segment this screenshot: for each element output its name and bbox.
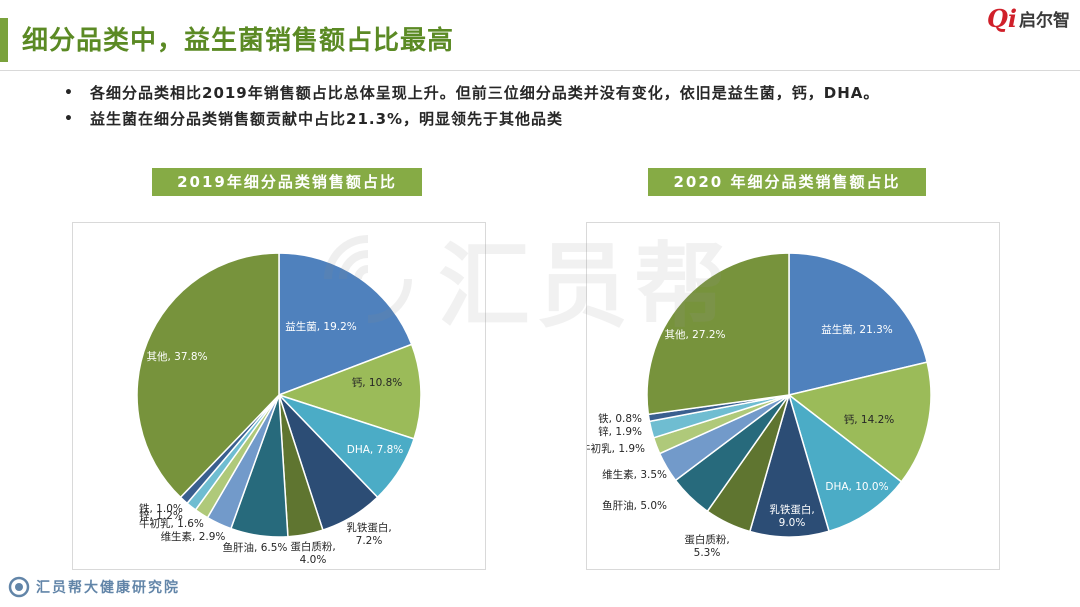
bullet-item: 益生菌在细分品类销售额贡献中占比21.3%，明显领先于其他品类 [62, 106, 879, 132]
pie-slice [278, 252, 413, 397]
pie-labels: 益生菌, 21.3% 钙, 14.2% DHA, 10.0% 乳铁蛋白, 9.0% 蛋白质… [587, 323, 894, 559]
pie-slice [136, 252, 280, 499]
slice-label: 维生素, 2.9% [161, 530, 226, 543]
summary-bullets: 各细分品类相比2019年销售额占比总体呈现上升。但前三位细分品类并没有变化，依旧… [62, 80, 879, 132]
slice-label: 铁, 0.8% [598, 412, 642, 425]
logo-text: 启尔智 [1019, 11, 1070, 31]
slice-label: DHA, 10.0% [825, 481, 888, 493]
pie-slices [136, 252, 422, 538]
slice-label: 蛋白质粉, 4.0% [290, 540, 335, 566]
slice-label: 钙, 10.8% [352, 376, 403, 389]
slice-label: 鱼肝油, 6.5% [223, 541, 288, 554]
pie-chart-2020: 益生菌, 21.3% 钙, 14.2% DHA, 10.0% 乳铁蛋白, 9.0% 蛋白质… [586, 222, 1000, 570]
pie-slice [276, 343, 422, 440]
slice-label: 益生菌, 21.3% [821, 323, 893, 336]
chart-title-2019: 2019年细分品类销售额占比 [152, 168, 422, 196]
slice-label: 其他, 37.8% [146, 350, 207, 363]
footer-brand: 汇员帮大健康研究院 [8, 576, 180, 598]
pie-slice [748, 392, 830, 538]
title-divider [0, 70, 1080, 71]
slice-label: 鱼肝油, 5.0% [602, 499, 667, 512]
pie-chart-2019: 益生菌, 19.2% 钙, 10.8% DHA, 7.8% 乳铁蛋白, 7.2% 蛋白质粉… [72, 222, 486, 570]
pie-slice [788, 252, 929, 396]
pie-labels: 益生菌, 19.2% 钙, 10.8% DHA, 7.8% 乳铁蛋白, 7.2% 蛋白质粉… [139, 320, 403, 566]
slice-label: 钙, 14.2% [844, 413, 895, 426]
slice-label: 乳铁蛋白, 7.2% [346, 521, 391, 547]
pie-slice [787, 392, 903, 533]
slice-label: 乳铁蛋白, 9.0% [769, 503, 814, 529]
slice-label: 蛋白质粉, 5.3% [684, 533, 729, 559]
pie-chart-2019-svg: 益生菌, 19.2% 钙, 10.8% DHA, 7.8% 乳铁蛋白, 7.2% 蛋白质粉… [136, 252, 422, 566]
slice-label: 铁, 1.0% [139, 502, 183, 515]
slice-label: 牛初乳, 1.6% [139, 517, 204, 530]
slice-label: 益生菌, 19.2% [285, 320, 357, 333]
pie-chart-2020-svg: 益生菌, 21.3% 钙, 14.2% DHA, 10.0% 乳铁蛋白, 9.0% 蛋白质… [587, 252, 932, 559]
pie-slice [787, 361, 932, 483]
chart-title-2020: 2020 年细分品类销售额占比 [648, 168, 926, 196]
footer-logo-icon [8, 576, 30, 598]
logo-mark: Qi [986, 4, 1017, 33]
bullet-item: 各细分品类相比2019年销售额占比总体呈现上升。但前三位细分品类并没有变化，依旧… [62, 80, 879, 106]
slice-label: DHA, 7.8% [347, 444, 404, 456]
pie-slice [646, 252, 790, 416]
slice-label: 锌, 1.9% [598, 425, 642, 438]
pie-slices [646, 252, 932, 538]
footer-text: 汇员帮大健康研究院 [36, 580, 180, 596]
title-accent-bar [0, 18, 8, 62]
brand-logo: Qi 启尔智 [987, 4, 1070, 33]
slice-label: 其他, 27.2% [664, 328, 725, 341]
slice-label: 牛初乳, 1.9% [587, 442, 645, 455]
slice-label: 维生素, 3.5% [602, 468, 667, 481]
page-title: 细分品类中，益生菌销售额占比最高 [22, 26, 455, 56]
slice-label: 锌, 1.2% [139, 509, 183, 522]
